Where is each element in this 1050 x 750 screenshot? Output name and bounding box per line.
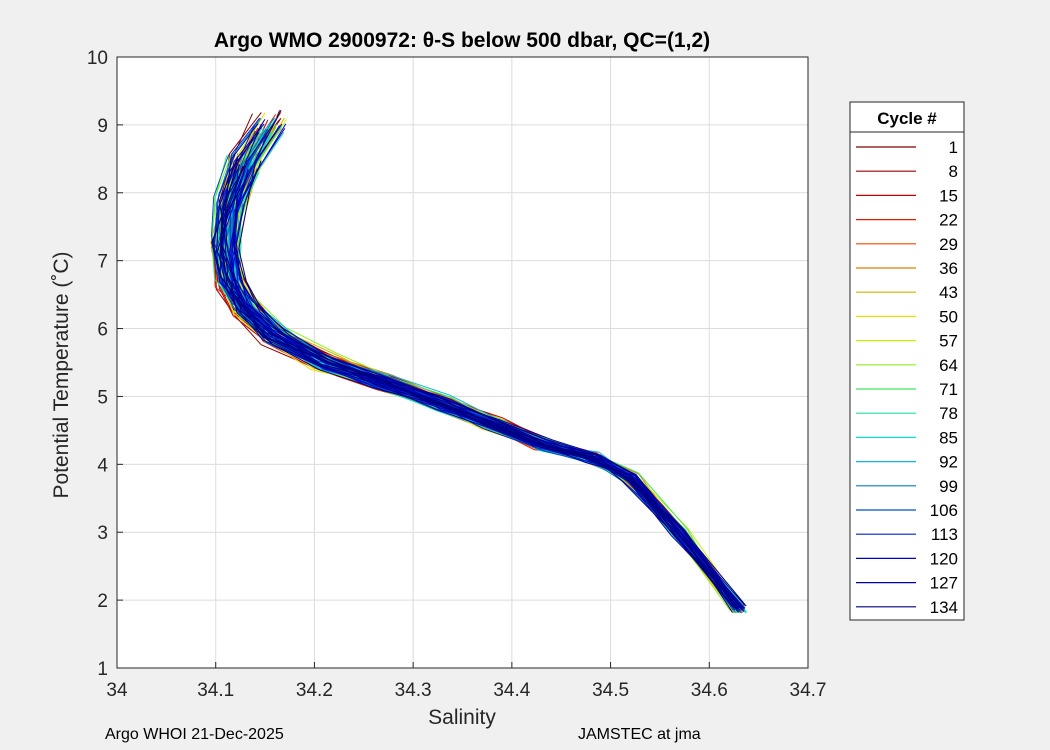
legend-label: 29 <box>939 235 958 254</box>
x-tick-label: 34 <box>106 680 128 701</box>
y-tick-label: 2 <box>97 591 108 612</box>
y-tick-label: 8 <box>97 184 108 205</box>
y-axis-label: Potential Temperature (˚C) <box>50 251 73 498</box>
legend-label: 43 <box>939 283 958 302</box>
legend: Cycle # 18152229364350576471788592991061… <box>849 101 965 621</box>
plot-frame <box>116 56 809 669</box>
x-tick-label: 34.1 <box>197 680 234 701</box>
y-tick-label: 3 <box>97 523 108 544</box>
x-tick-label: 34.7 <box>790 680 827 701</box>
legend-label: 71 <box>939 380 958 399</box>
legend-items: 1 8 15 22 29 36 43 50 57 64 71 78 85 92 99 106 113 120 127… <box>856 138 958 617</box>
legend-label: 134 <box>930 598 958 617</box>
y-axis: 1 2 3 4 5 6 7 8 9 10 <box>87 48 123 680</box>
legend-label: 64 <box>939 356 958 375</box>
x-axis-label: Salinity <box>428 706 496 729</box>
legend-label: 106 <box>930 501 958 520</box>
y-tick-label: 1 <box>97 659 108 680</box>
legend-label: 22 <box>939 211 958 230</box>
x-tick-label: 34.3 <box>395 680 432 701</box>
legend-label: 15 <box>939 186 958 205</box>
plot-area <box>117 57 808 668</box>
legend-label: 127 <box>930 574 958 593</box>
legend-label: 36 <box>939 259 958 278</box>
x-tick-label: 34.4 <box>493 680 530 701</box>
y-tick-label: 10 <box>87 48 108 69</box>
legend-label: 57 <box>939 332 958 351</box>
y-tick-label: 7 <box>97 252 108 273</box>
legend-label: 99 <box>939 477 958 496</box>
x-tick-label: 34.6 <box>691 680 728 701</box>
legend-title: Cycle # <box>877 109 937 128</box>
legend-label: 78 <box>939 404 958 423</box>
legend-label: 120 <box>930 549 958 568</box>
legend-label: 1 <box>949 138 958 157</box>
profile-line <box>221 165 733 613</box>
profile-line <box>232 109 741 612</box>
legend-label: 8 <box>949 162 958 181</box>
profile-line <box>218 157 736 611</box>
y-tick-label: 6 <box>97 320 108 341</box>
x-tick-label: 34.5 <box>592 680 629 701</box>
legend-label: 85 <box>939 428 958 447</box>
footer-attribution: JAMSTEC at jma <box>578 726 701 743</box>
profile-line <box>216 179 738 607</box>
series-group <box>210 109 748 614</box>
footer-source: Argo WHOI 21-Dec-2025 <box>105 726 284 743</box>
profile-line <box>211 159 743 609</box>
y-tick-label: 5 <box>97 387 108 408</box>
x-axis: 34 34.1 34.2 34.3 34.4 34.5 34.6 34.7 <box>106 662 826 701</box>
y-tick-label: 9 <box>97 116 108 137</box>
legend-label: 50 <box>939 307 958 326</box>
legend-label: 92 <box>939 453 958 472</box>
chart-title: Argo WMO 2900972: θ-S below 500 dbar, QC… <box>214 29 710 52</box>
x-tick-label: 34.2 <box>296 680 333 701</box>
y-tick-label: 4 <box>97 455 108 476</box>
legend-label: 113 <box>931 525 958 544</box>
